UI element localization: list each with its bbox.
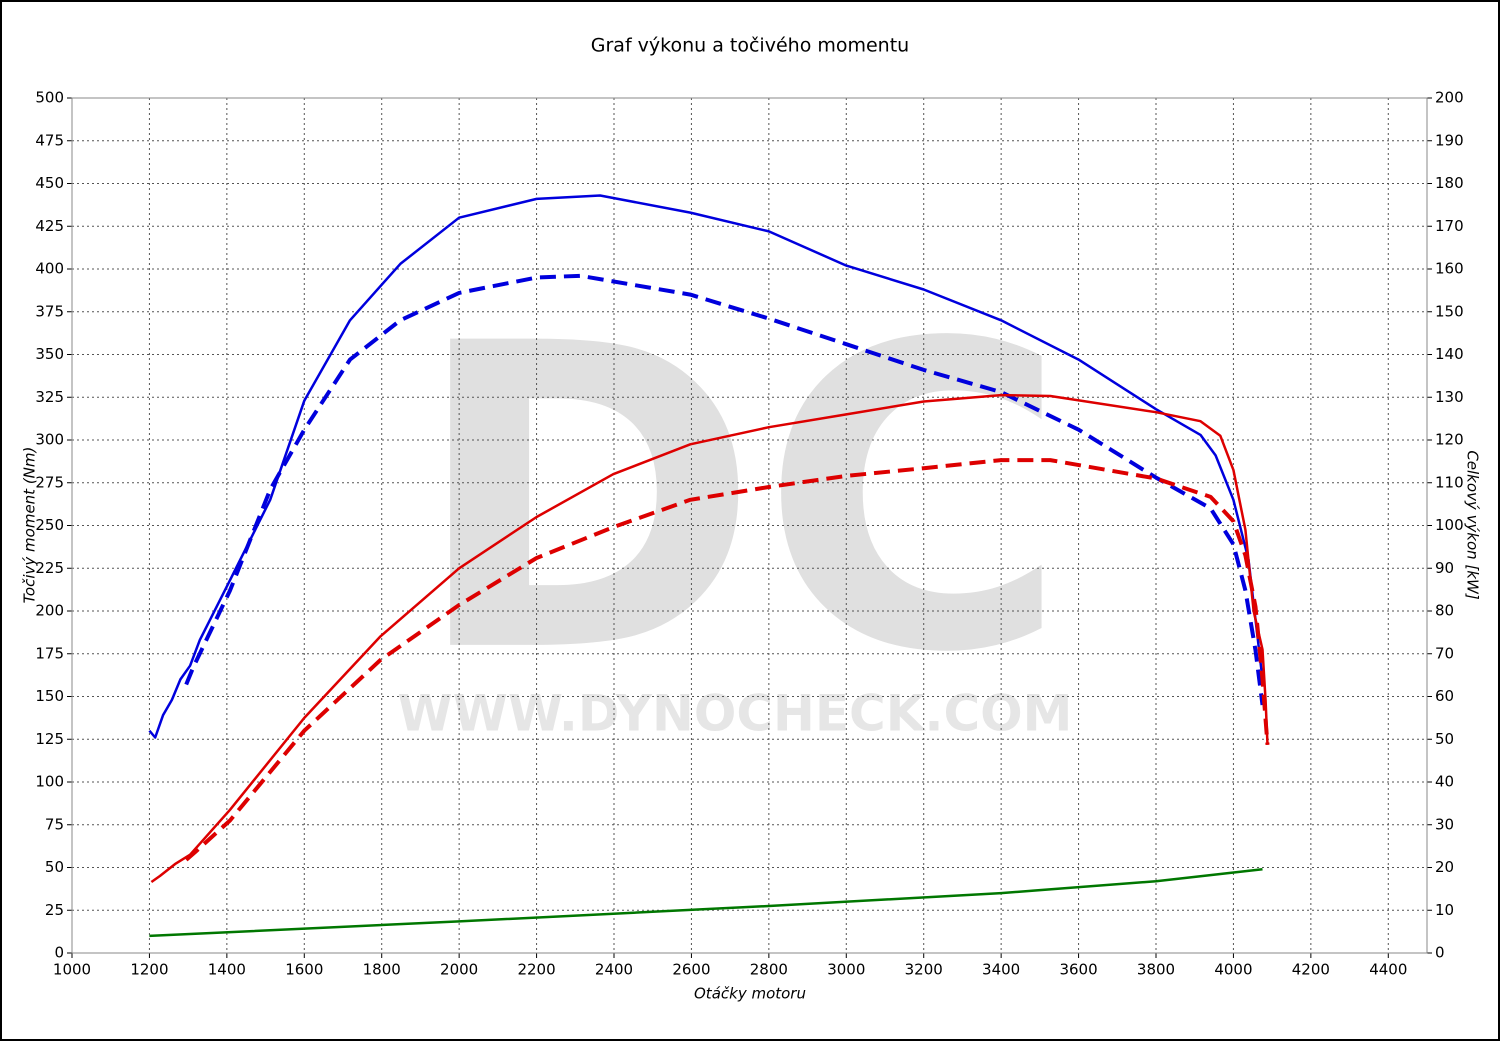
x-tick-label: 4200 bbox=[1292, 961, 1330, 979]
series-line bbox=[150, 393, 1269, 884]
y-tick-label: 150 bbox=[35, 687, 64, 705]
y-tick-label: 350 bbox=[35, 345, 64, 363]
y2-tick-label: 150 bbox=[1435, 302, 1464, 320]
y-tick-label: 250 bbox=[35, 516, 64, 534]
x-tick-label: 1400 bbox=[208, 961, 246, 979]
y-tick-label: 475 bbox=[35, 131, 64, 149]
x-tick-label: 1000 bbox=[53, 961, 91, 979]
x-tick-label: 3600 bbox=[1059, 961, 1097, 979]
y2-tick-label: 170 bbox=[1435, 217, 1464, 235]
x-tick-label: 3800 bbox=[1137, 961, 1175, 979]
y2-tick-label: 120 bbox=[1435, 431, 1464, 449]
y2-tick-label: 70 bbox=[1435, 644, 1454, 662]
y2-tick-label: 190 bbox=[1435, 131, 1464, 149]
y-tick-label: 0 bbox=[54, 944, 64, 962]
y-tick-label: 400 bbox=[35, 260, 64, 278]
x-tick-label: 3400 bbox=[982, 961, 1020, 979]
y-tick-label: 275 bbox=[35, 473, 64, 491]
y2-tick-label: 60 bbox=[1435, 687, 1454, 705]
watermark-logo: DC bbox=[412, 256, 1069, 745]
x-tick-label: 2000 bbox=[440, 961, 478, 979]
y2-axis-label: Celkový výkon [kW] bbox=[1464, 450, 1482, 600]
y-tick-label: 25 bbox=[45, 901, 64, 919]
series-line bbox=[149, 867, 1263, 938]
y-tick-label: 425 bbox=[35, 217, 64, 235]
x-tick-label: 1200 bbox=[130, 961, 168, 979]
x-tick-label: 4400 bbox=[1369, 961, 1407, 979]
y2-tick-label: 90 bbox=[1435, 559, 1454, 577]
series-line bbox=[184, 458, 1270, 862]
y2-tick-label: 10 bbox=[1435, 901, 1454, 919]
y2-tick-label: 200 bbox=[1435, 89, 1464, 107]
y-tick-label: 500 bbox=[35, 89, 64, 107]
y2-tick-label: 30 bbox=[1435, 815, 1454, 833]
x-tick-label: 4000 bbox=[1214, 961, 1252, 979]
y-tick-label: 175 bbox=[35, 644, 64, 662]
y-tick-label: 125 bbox=[35, 730, 64, 748]
y2-tick-label: 20 bbox=[1435, 858, 1454, 876]
y2-tick-label: 180 bbox=[1435, 174, 1464, 192]
watermark-url: WWW.DYNOCHECK.COM bbox=[398, 685, 1073, 743]
y-tick-label: 325 bbox=[35, 388, 64, 406]
series-line bbox=[148, 194, 1264, 739]
y-tick-label: 100 bbox=[35, 773, 64, 791]
y-tick-label: 300 bbox=[35, 431, 64, 449]
y2-tick-label: 100 bbox=[1435, 516, 1464, 534]
x-tick-label: 1600 bbox=[285, 961, 323, 979]
y-tick-label: 200 bbox=[35, 602, 64, 620]
y2-tick-label: 50 bbox=[1435, 730, 1454, 748]
chart-title: Graf výkonu a točivého momentu bbox=[591, 35, 909, 57]
series-line bbox=[184, 273, 1265, 706]
y-tick-label: 75 bbox=[45, 815, 64, 833]
x-tick-label: 2600 bbox=[672, 961, 710, 979]
x-tick-label: 3000 bbox=[827, 961, 865, 979]
watermark: DC WWW.DYNOCHECK.COM bbox=[398, 256, 1073, 745]
y2-tick-label: 80 bbox=[1435, 602, 1454, 620]
x-tick-label: 3200 bbox=[905, 961, 943, 979]
plot-border bbox=[71, 97, 1428, 954]
x-axis-label: Otáčky motoru bbox=[694, 985, 806, 1003]
y2-tick-label: 110 bbox=[1435, 473, 1464, 491]
y-tick-label: 225 bbox=[35, 559, 64, 577]
x-tick-label: 2800 bbox=[750, 961, 788, 979]
y-tick-label: 375 bbox=[35, 302, 64, 320]
x-tick-label: 2400 bbox=[595, 961, 633, 979]
y-axis-label: Točivý moment (Nm) bbox=[21, 447, 39, 604]
y2-tick-label: 40 bbox=[1435, 773, 1454, 791]
y2-tick-label: 130 bbox=[1435, 388, 1464, 406]
y-tick-label: 450 bbox=[35, 174, 64, 192]
y2-tick-label: 140 bbox=[1435, 345, 1464, 363]
y2-tick-label: 0 bbox=[1435, 944, 1445, 962]
y-tick-label: 50 bbox=[45, 858, 64, 876]
x-tick-label: 1800 bbox=[363, 961, 401, 979]
y2-tick-label: 160 bbox=[1435, 260, 1464, 278]
x-tick-label: 2200 bbox=[517, 961, 555, 979]
